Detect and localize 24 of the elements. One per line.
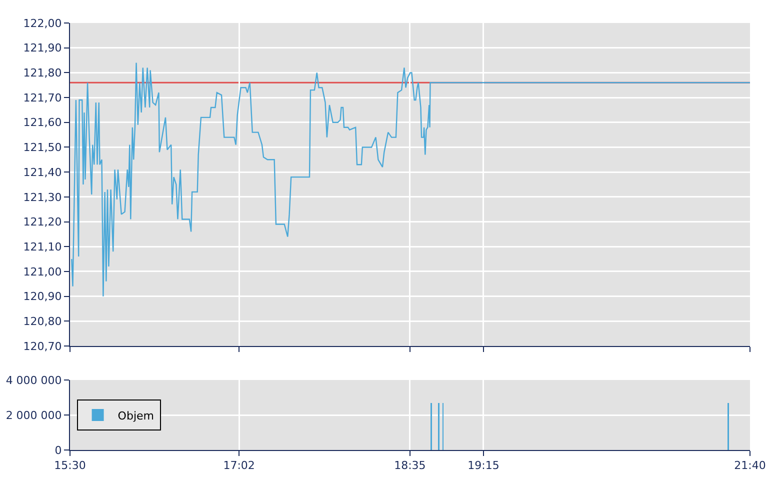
y-tick-label: 121,20 (23, 216, 62, 229)
y-tick-label: 121,70 (23, 91, 62, 104)
y-tick-label: 4 000 000 (6, 374, 62, 387)
x-tick-label: 17:02 (223, 459, 255, 472)
line-series (71, 62, 750, 297)
y-tick-label: 121,00 (23, 265, 62, 278)
y-tick-label: 121,80 (23, 66, 62, 80)
y-tick-label: 121,60 (23, 116, 62, 130)
y-tick-label: 120,70 (23, 340, 62, 353)
y-tick-label: 120,80 (23, 315, 62, 328)
x-tick-label: 19:15 (468, 459, 500, 472)
y-tick-label: 121,50 (23, 141, 62, 154)
x-tick-label: 21:40 (734, 459, 766, 472)
x-tick-label: 18:35 (394, 459, 426, 472)
y-tick-label: 2 000 000 (6, 408, 62, 422)
y-tick-label: 122,00 (23, 16, 62, 30)
y-tick-label: 0 (54, 444, 62, 457)
y-tick-label: 121,40 (23, 166, 62, 179)
y-tick-label: 121,10 (23, 240, 62, 254)
y-tick-label: 121,30 (23, 190, 62, 204)
y-tick-label: 120,90 (23, 290, 62, 304)
x-tick-label: 15:30 (54, 459, 86, 472)
y-tick-label: 121,90 (23, 42, 62, 55)
legend-label: Objem (118, 409, 154, 422)
